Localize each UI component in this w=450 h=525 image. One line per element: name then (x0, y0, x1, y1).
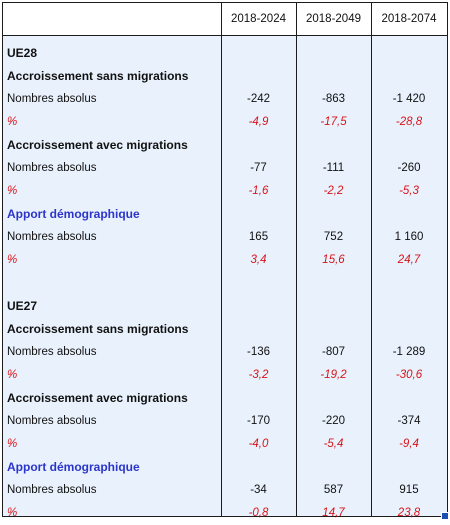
row-label-percent[interactable]: % (7, 254, 18, 266)
section-title[interactable]: Accroissement sans migrations (7, 69, 189, 83)
column-header[interactable]: 2018-2049 (306, 13, 361, 25)
cell-absolute-value[interactable]: -242 (246, 93, 271, 105)
column-header[interactable]: 2018-2074 (381, 13, 437, 25)
cell-absolute-value[interactable]: -77 (250, 162, 267, 174)
section-title[interactable]: Accroissement avec migrations (7, 138, 188, 152)
cell-percent-value[interactable]: 15,6 (322, 254, 345, 266)
cell-absolute-value[interactable]: -1 420 (392, 93, 426, 105)
grid-line-left (2, 2, 3, 517)
row-label-absolute[interactable]: Nombres absolus (7, 484, 97, 496)
cell-absolute-value[interactable]: -1 289 (392, 346, 426, 358)
cell-percent-value[interactable]: -9,4 (399, 438, 419, 450)
cell-percent-value[interactable]: -4,9 (248, 116, 269, 128)
cell-percent-value[interactable]: 3,4 (250, 254, 267, 266)
header-row (2, 2, 447, 35)
cell-absolute-value[interactable]: -260 (397, 162, 421, 174)
cell-percent-value[interactable]: -0,8 (248, 507, 269, 519)
grid-line-right (447, 2, 448, 517)
cell-percent-value[interactable]: 14,7 (322, 507, 345, 519)
cell-percent-value[interactable]: -2,2 (323, 185, 344, 197)
cell-percent-value[interactable]: -5,3 (399, 185, 419, 197)
cell-absolute-value[interactable]: 587 (323, 484, 344, 496)
cell-percent-value[interactable]: -4,0 (248, 438, 269, 450)
cell-absolute-value[interactable]: -34 (250, 484, 267, 496)
cell-percent-value[interactable]: -3,2 (248, 369, 269, 381)
cell-absolute-value[interactable]: 752 (323, 231, 344, 243)
cell-absolute-value[interactable]: -863 (321, 93, 346, 105)
row-label-percent[interactable]: % (7, 369, 18, 381)
section-title[interactable]: Accroissement avec migrations (7, 391, 188, 405)
section-title[interactable]: Accroissement sans migrations (7, 322, 189, 336)
row-label-absolute[interactable]: Nombres absolus (7, 346, 97, 358)
selection-fill-handle[interactable] (441, 512, 449, 520)
cell-absolute-value[interactable]: -136 (246, 346, 271, 358)
cell-absolute-value[interactable]: -111 (322, 162, 345, 174)
group-title[interactable]: UE28 (7, 46, 38, 60)
cell-percent-value[interactable]: -19,2 (320, 369, 347, 381)
row-label-absolute[interactable]: Nombres absolus (7, 231, 97, 243)
section-title[interactable]: Apport démographique (7, 460, 140, 474)
row-label-absolute[interactable]: Nombres absolus (7, 162, 97, 174)
cell-percent-value[interactable]: -1,6 (248, 185, 269, 197)
grid-line-top (2, 2, 448, 3)
grid-line-bottom (2, 516, 448, 517)
cell-absolute-value[interactable]: -220 (321, 415, 346, 427)
cell-percent-value[interactable]: -17,5 (320, 116, 347, 128)
cell-percent-value[interactable]: -5,4 (323, 438, 344, 450)
cell-absolute-value[interactable]: -170 (246, 415, 271, 427)
grid-line-header (2, 35, 448, 36)
grid-line-col2 (296, 2, 297, 517)
cell-absolute-value[interactable]: 1 160 (394, 231, 424, 243)
row-label-percent[interactable]: % (7, 438, 18, 450)
row-label-percent[interactable]: % (7, 116, 18, 128)
cell-absolute-value[interactable]: -374 (397, 415, 421, 427)
cell-percent-value[interactable]: -30,6 (395, 369, 423, 381)
group-title[interactable]: UE27 (7, 299, 38, 313)
data-area (2, 35, 447, 517)
grid-line-col1 (221, 2, 222, 517)
row-label-percent[interactable]: % (7, 185, 18, 197)
cell-percent-value[interactable]: 24,7 (397, 254, 421, 266)
cell-percent-value[interactable]: -28,8 (395, 116, 423, 128)
column-header[interactable]: 2018-2024 (231, 13, 286, 25)
section-title[interactable]: Apport démographique (7, 207, 140, 221)
row-label-absolute[interactable]: Nombres absolus (7, 415, 97, 427)
row-label-percent[interactable]: % (7, 507, 18, 519)
cell-absolute-value[interactable]: 915 (399, 484, 419, 496)
cell-absolute-value[interactable]: 165 (248, 231, 269, 243)
grid-line-col3 (371, 2, 372, 517)
row-label-absolute[interactable]: Nombres absolus (7, 93, 97, 105)
cell-percent-value[interactable]: 23,8 (397, 507, 421, 519)
cell-absolute-value[interactable]: -807 (321, 346, 346, 358)
